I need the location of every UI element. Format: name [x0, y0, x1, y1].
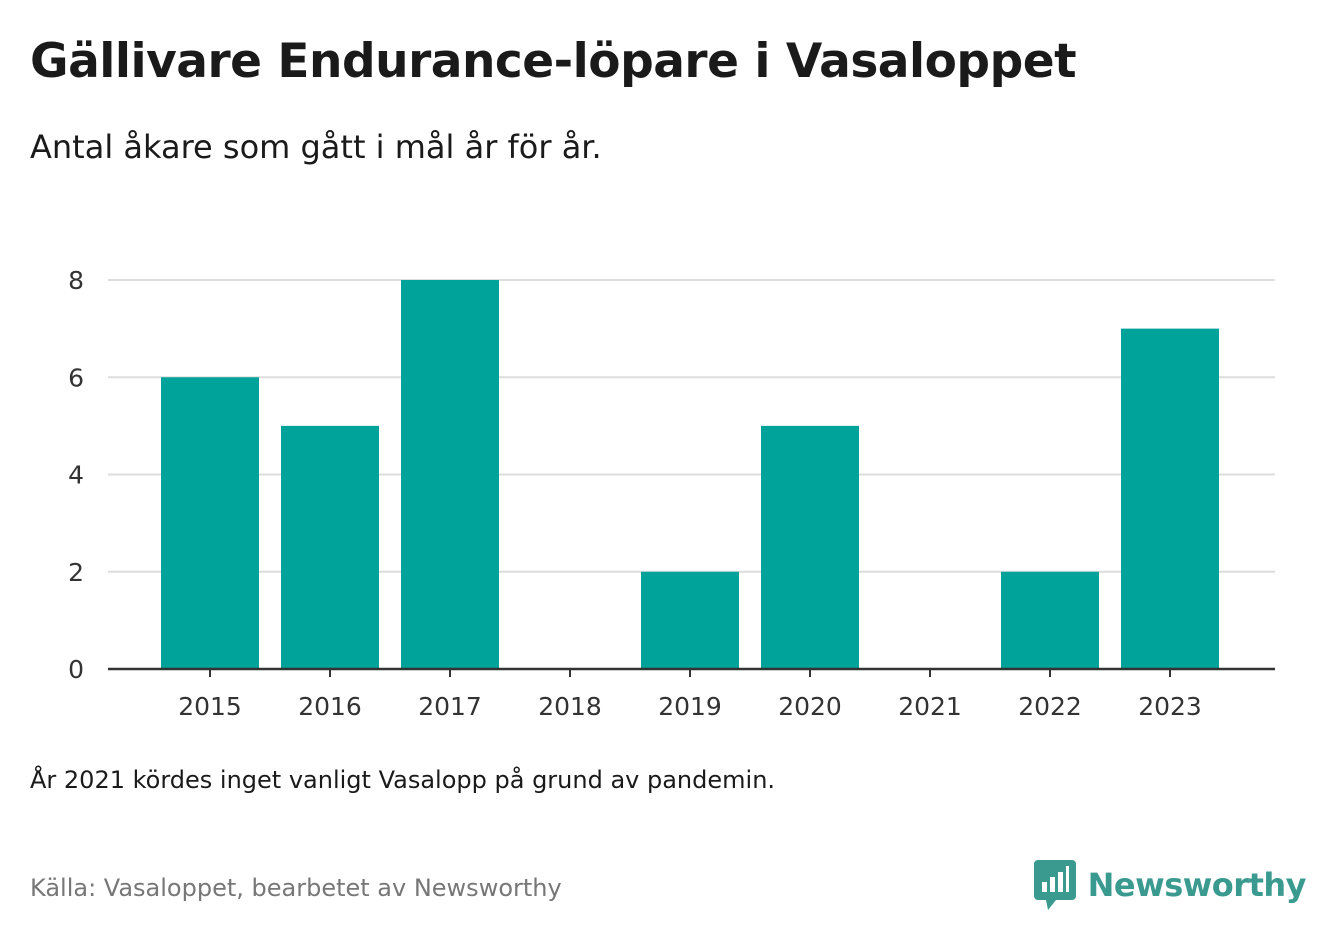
- bar: [401, 280, 499, 669]
- brand-name: Newsworthy: [1087, 866, 1307, 904]
- source-text: Källa: Vasaloppet, bearbetet av Newswort…: [30, 874, 562, 902]
- x-tick-label: 2015: [178, 692, 242, 721]
- x-tick-label: 2021: [898, 692, 962, 721]
- y-tick-label: 4: [68, 461, 84, 490]
- y-tick-label: 8: [68, 266, 84, 295]
- x-tick-label: 2016: [298, 692, 362, 721]
- y-tick-label: 0: [68, 655, 84, 684]
- newsworthy-logo-icon: [1033, 860, 1076, 910]
- bar: [641, 571, 739, 669]
- axes: 0 2 4 6 8 2015 2016 2017 2018 2019 2020 2021 2022 202…: [68, 266, 1275, 721]
- x-tick-label: 2018: [538, 692, 602, 721]
- x-tick-label: 2017: [418, 692, 482, 721]
- bar: [761, 425, 859, 669]
- bar: [1121, 328, 1219, 669]
- brand-logo[interactable]: Newsworthy: [1033, 860, 1307, 910]
- chart-title: Gällivare Endurance-löpare i Vasaloppet: [30, 34, 1077, 89]
- bar-chart: 0 2 4 6 8 2015 2016 2017 2018 2019 2020 2021 2022 202…: [68, 266, 1275, 721]
- chart-subtitle: Antal åkare som gått i mål år för år.: [30, 128, 602, 166]
- bar: [281, 425, 379, 669]
- x-tick-label: 2020: [778, 692, 842, 721]
- x-tick-label: 2022: [1018, 692, 1082, 721]
- bar: [1001, 571, 1099, 669]
- x-tick-label: 2019: [658, 692, 722, 721]
- chart-note: År 2021 kördes inget vanligt Vasalopp på…: [30, 766, 776, 794]
- bars: [161, 280, 1219, 669]
- y-tick-label: 6: [68, 363, 84, 392]
- x-tick-label: 2023: [1138, 692, 1202, 721]
- bar: [161, 377, 259, 669]
- y-tick-label: 2: [68, 558, 84, 587]
